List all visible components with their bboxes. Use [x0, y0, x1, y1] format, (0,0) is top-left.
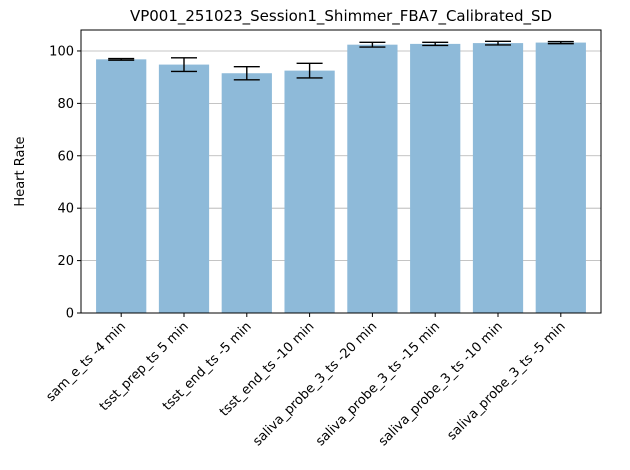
- x-tick-label: saliva_probe_3_ts -5 min: [445, 319, 569, 443]
- bars: [96, 42, 586, 314]
- error-bars: [108, 40, 574, 81]
- y-axis-ticks: 0 20 40 60 80 100: [49, 44, 81, 322]
- y-axis-label: Heart Rate: [13, 136, 28, 206]
- bar: [221, 73, 272, 313]
- bar: [158, 64, 210, 313]
- x-tick-label: saliva_probe_3_ts -10 min: [376, 319, 506, 449]
- bar: [410, 43, 461, 313]
- bar: [284, 70, 335, 313]
- x-tick-label: saliva_probe_3_ts -15 min: [313, 319, 443, 449]
- bar: [347, 44, 398, 313]
- plot-frame: [80, 29, 602, 314]
- y-tick-label: 20: [57, 254, 74, 269]
- y-tick-label: 40: [57, 202, 74, 217]
- y-tick-label: 100: [49, 44, 74, 59]
- chart-title: VP001_251023_Session1_Shimmer_FBA7_Calib…: [130, 7, 552, 26]
- bar: [472, 43, 524, 313]
- y-tick-label: 60: [57, 149, 74, 164]
- bar: [535, 42, 586, 313]
- y-tick-label: 80: [57, 97, 74, 112]
- x-tick-label: saliva_probe_3_ts -20 min: [250, 319, 380, 449]
- y-tick-label: 0: [66, 307, 74, 322]
- bar: [96, 59, 147, 314]
